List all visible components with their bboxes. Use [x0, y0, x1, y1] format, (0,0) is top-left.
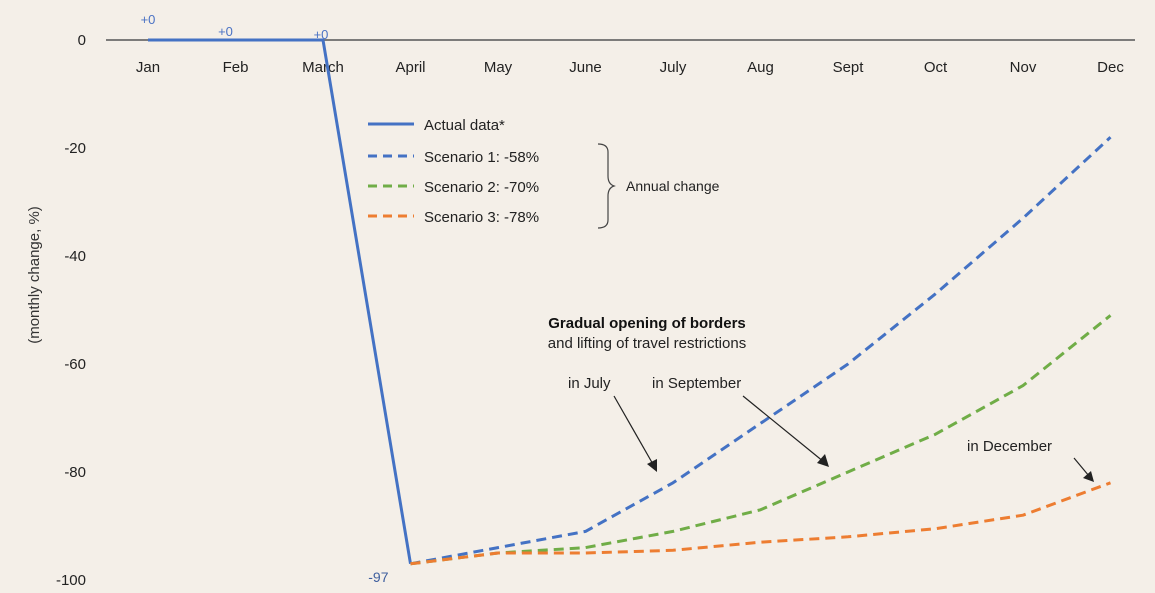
data-label-3: -97 — [368, 569, 388, 585]
y-tick-label: -20 — [64, 140, 86, 157]
legend-label-scenario1: Scenario 1: -58% — [424, 149, 539, 166]
annotation-in-december: in December — [967, 438, 1052, 455]
x-tick-label: Sept — [833, 59, 865, 76]
annotation-in-july: in July — [568, 375, 611, 392]
series-line-0 — [148, 38, 412, 565]
series-layer — [148, 38, 1112, 566]
annotation-in-september: in September — [652, 375, 741, 392]
y-tick-label: -100 — [56, 572, 86, 589]
x-tick-label: Aug — [747, 59, 774, 76]
y-axis-ticks: 0 -20 -40 -60 -80 -100 — [56, 32, 86, 589]
legend: Actual data* Scenario 1: -58% Scenario 2… — [368, 117, 720, 229]
x-tick-label: Dec — [1097, 59, 1124, 76]
arrow-september-head — [817, 454, 829, 467]
data-label-0: +0 — [141, 12, 156, 27]
x-axis-ticks: Jan Feb March April May June July Aug Sept Oct Nov… — [136, 59, 1124, 76]
arrow-july-head — [647, 459, 657, 472]
x-tick-label: April — [395, 59, 425, 76]
legend-brace — [597, 143, 616, 229]
data-label-2: +0 — [314, 27, 329, 42]
series-line-3 — [410, 481, 1112, 566]
legend-label-scenario3: Scenario 3: -78% — [424, 209, 539, 226]
x-tick-label: Jan — [136, 59, 160, 76]
x-tick-label: May — [484, 59, 513, 76]
series-line-2 — [410, 314, 1112, 566]
arrow-july — [613, 395, 655, 467]
arrow-december — [1073, 457, 1090, 477]
data-labels: +0 +0 +0 -97 — [141, 12, 389, 585]
y-tick-label: 0 — [78, 32, 86, 49]
y-tick-label: -60 — [64, 356, 86, 373]
annotation-subtitle: and lifting of travel restrictions — [548, 335, 746, 352]
x-tick-label: June — [569, 59, 602, 76]
arrow-september — [742, 395, 825, 463]
x-tick-label: Feb — [223, 59, 249, 76]
data-label-1: +0 — [218, 24, 233, 39]
y-tick-label: -80 — [64, 464, 86, 481]
x-tick-label: Oct — [924, 59, 948, 76]
legend-label-actual: Actual data* — [424, 117, 505, 134]
series-line-1 — [410, 136, 1112, 566]
annotation-title: Gradual opening of borders — [548, 315, 746, 332]
x-tick-label: March — [302, 59, 344, 76]
legend-bracket-label: Annual change — [626, 178, 720, 194]
arrow-december-head — [1083, 471, 1094, 482]
x-tick-label: July — [660, 59, 687, 76]
y-axis-title: (monthly change, %) — [26, 206, 43, 344]
x-tick-label: Nov — [1010, 59, 1037, 76]
annotations: Gradual opening of borders and lifting o… — [548, 315, 1094, 482]
y-tick-label: -40 — [64, 248, 86, 265]
legend-label-scenario2: Scenario 2: -70% — [424, 179, 539, 196]
